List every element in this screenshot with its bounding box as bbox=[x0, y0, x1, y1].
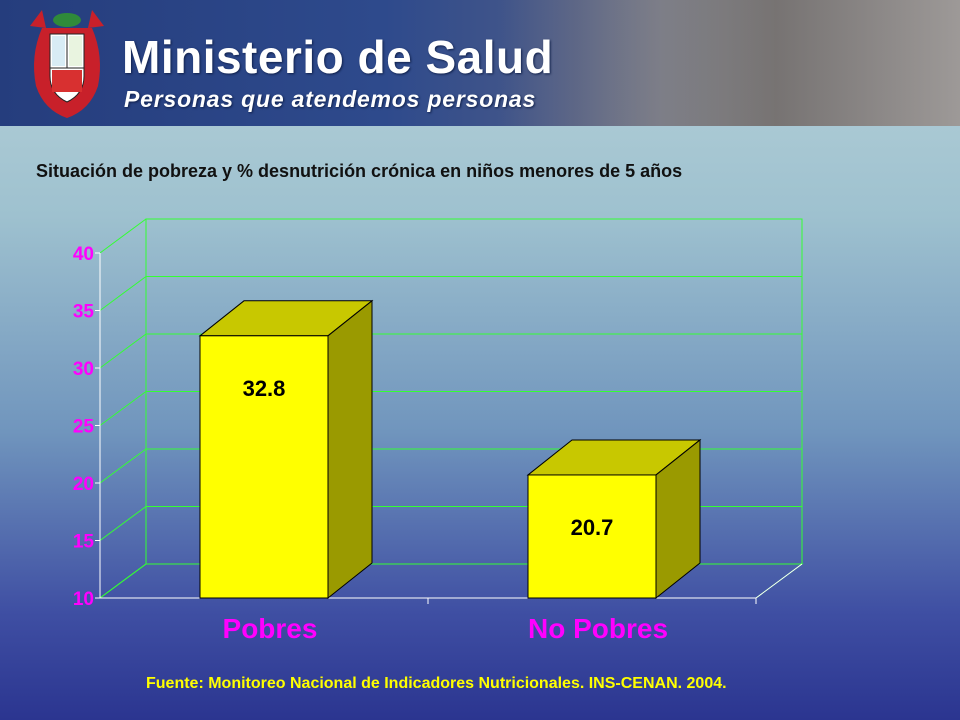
header-banner: Ministerio de Salud Personas que atendem… bbox=[0, 0, 960, 126]
category-label: No Pobres bbox=[528, 613, 668, 644]
bar bbox=[527, 474, 657, 599]
gridline-side bbox=[99, 448, 147, 484]
coat-of-arms-icon bbox=[30, 10, 104, 118]
x-axis-depth bbox=[755, 563, 803, 599]
y-tick-label: 20 bbox=[73, 474, 94, 495]
y-tick-label: 10 bbox=[73, 589, 94, 610]
y-tick-label: 30 bbox=[73, 359, 94, 380]
bar-side bbox=[327, 299, 373, 600]
header-subtitle: Personas que atendemos personas bbox=[124, 86, 537, 112]
header-photo bbox=[500, 0, 960, 126]
gridline-side bbox=[99, 276, 147, 311]
y-tick-label: 40 bbox=[73, 244, 94, 265]
gridline-side bbox=[99, 506, 147, 541]
data-label: 20.7 bbox=[571, 515, 614, 540]
chart-title: Situación de pobreza y % desnutrición cr… bbox=[36, 161, 683, 181]
gridline-side bbox=[99, 391, 147, 426]
y-tick-label: 25 bbox=[73, 417, 95, 438]
gridline-side bbox=[99, 218, 147, 254]
bar-chart: 10 15 20 25 30 35 40 32.8 Pobres 20.7 No Pobres bbox=[73, 218, 804, 644]
y-tick-label: 15 bbox=[73, 532, 95, 553]
data-label: 32.8 bbox=[243, 376, 286, 401]
source-note: Fuente: Monitoreo Nacional de Indicadore… bbox=[146, 675, 727, 692]
gridline-side bbox=[99, 333, 147, 369]
header-title: Ministerio de Salud bbox=[122, 31, 554, 83]
y-tick-label: 35 bbox=[73, 302, 95, 323]
chart-area: 10 15 20 25 30 35 40 32.8 Pobres 20.7 No Pobres bbox=[0, 200, 960, 660]
bar bbox=[199, 335, 329, 599]
category-label: Pobres bbox=[223, 613, 318, 644]
